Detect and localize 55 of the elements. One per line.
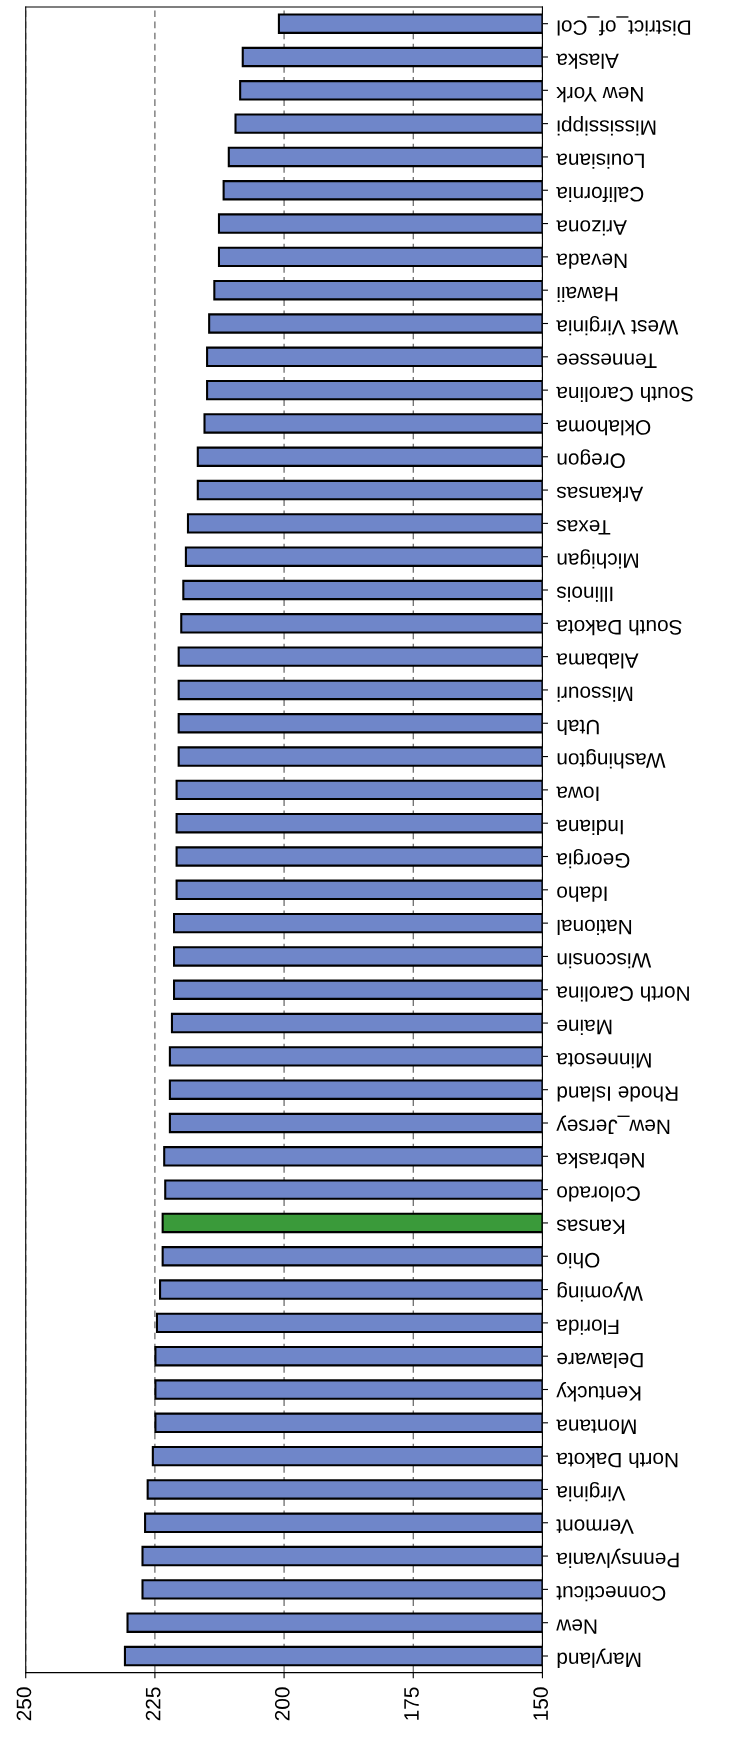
y-tick-label: Texas [557,519,611,535]
y-tick-label: Minnesota [556,1052,651,1069]
y-tick-label: North Dakota [556,1452,678,1468]
y-tick-label: Missouri [557,686,633,702]
y-tick-label: Alabama [556,653,639,669]
y-tick-label: Oregon [557,449,625,469]
y-tick-label: North Carolina [556,986,689,1002]
y-tick-label: Maine [557,1019,612,1035]
y-tick-label: Wyoming [557,1282,643,1302]
y-tick-label: Connecticut [556,1585,666,1602]
y-tick-label: Montana [556,1419,636,1434]
y-tick-label: Washington [557,749,666,769]
y-tick-label: Mississippi [557,116,656,136]
y-tick-label: Iowa [556,786,599,801]
y-tick-label: Idaho [557,886,607,902]
y-tick-label: Vermont [556,1519,634,1534]
y-tick-label: Louisiana [556,153,644,169]
x-tick-label: 225 [145,1687,161,1721]
y-tick-label: Delaware [557,1352,643,1369]
y-tick-label: New [556,1619,597,1634]
y-tick-label: Nevada [556,253,627,269]
y-tick-label: Pennsylvania [556,1548,679,1568]
y-tick-label: District_of_Col [557,16,691,36]
x-tick-label: 175 [404,1687,419,1720]
y-tick-label: West Virginia [556,315,679,336]
y-tick-label: Maryland [557,1648,641,1668]
y-tick-label: National [557,919,632,935]
y-tick-label: Georgia [556,848,630,869]
y-tick-label: California [556,186,644,203]
y-tick-label: New_Jersey [556,1115,670,1135]
y-tick-label: Nebraska [556,1152,644,1169]
x-tick-label: 250 [16,1687,32,1721]
y-tick-label: Arizona [556,220,627,236]
y-tick-label: Utah [557,719,599,736]
y-tick-label: Tennessee [557,353,657,368]
y-tick-label: Arkansas [557,486,644,502]
y-tick-label: Illinois [557,586,613,602]
y-tick-label: Indiana [556,819,623,836]
y-tick-label: Michigan [557,549,638,569]
y-tick-label: Florida [556,1319,619,1335]
y-tick-label: Colorado [557,1186,640,1202]
y-tick-label: Ohio [557,1252,600,1269]
y-tick-label: South Carolina [556,386,694,402]
x-tick-label: 200 [274,1687,290,1721]
y-tick-label: Wisconsin [557,953,652,969]
y-tick-label: Kentucky [556,1381,641,1402]
y-tick-label: Virginia [556,1481,626,1502]
y-tick-label: Alaska [556,53,619,69]
y-tick-label: South Dakota [556,619,682,636]
y-tick-label: Hawaii [557,286,618,303]
y-tick-label: Rhode Island [557,1086,678,1102]
y-tick-label: New York [556,86,643,103]
y-tick-label: Oklahoma [556,420,651,436]
y-tick-label: Kansas [557,1219,625,1235]
x-tick-label: 150 [533,1687,549,1720]
